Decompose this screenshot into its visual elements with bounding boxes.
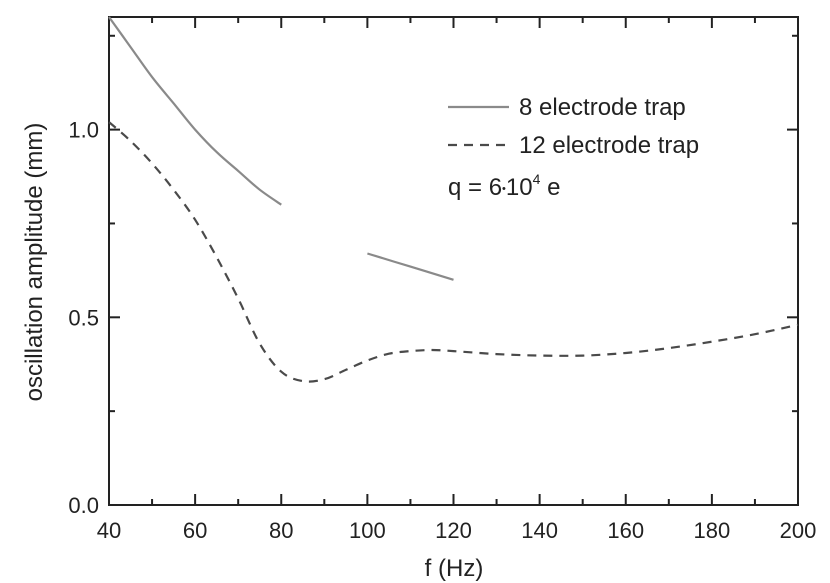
annotation-prefix: q = 6	[448, 174, 502, 201]
x-tick-label: 80	[269, 518, 293, 543]
x-tick-label: 100	[349, 518, 386, 543]
plot-frame	[108, 16, 799, 506]
y-axis-title: oscillation amplitude (mm)	[21, 123, 48, 402]
y-tick-label: 1.0	[68, 118, 99, 143]
annotation-exponent: 4	[533, 171, 541, 187]
y-tick-label: 0.5	[68, 305, 99, 330]
y-axis-ticks: 0.0 0.5 1.0	[68, 34, 798, 518]
series-line-8-electrode	[367, 252, 454, 281]
x-tick-label: 140	[521, 518, 558, 543]
legend-label-8-electrode: 8 electrode trap	[519, 94, 686, 121]
x-tick-label: 160	[607, 518, 644, 543]
x-tick-label: 60	[183, 518, 207, 543]
x-axis-ticks: 40 60 80 100 120 140 160 180 200	[97, 17, 817, 543]
series-line-12-electrode	[108, 121, 799, 383]
y-tick-label: 0.0	[68, 493, 99, 518]
annotation-suffix: e	[540, 174, 560, 201]
annotation-dot: •	[502, 183, 506, 195]
x-tick-label: 120	[435, 518, 472, 543]
x-tick-label: 200	[780, 518, 817, 543]
legend-label-12-electrode: 12 electrode trap	[519, 132, 699, 159]
legend: 8 electrode trap 12 electrode trap	[448, 94, 699, 159]
x-tick-label: 180	[694, 518, 731, 543]
series-line-8-electrode	[108, 16, 282, 206]
series-layer	[108, 16, 799, 383]
annotation-base: 10	[506, 174, 533, 201]
charge-annotation: q = 6•104 e	[448, 171, 560, 201]
x-axis-title: f (Hz)	[425, 555, 484, 582]
x-tick-label: 40	[97, 518, 121, 543]
plot-area	[108, 16, 799, 506]
